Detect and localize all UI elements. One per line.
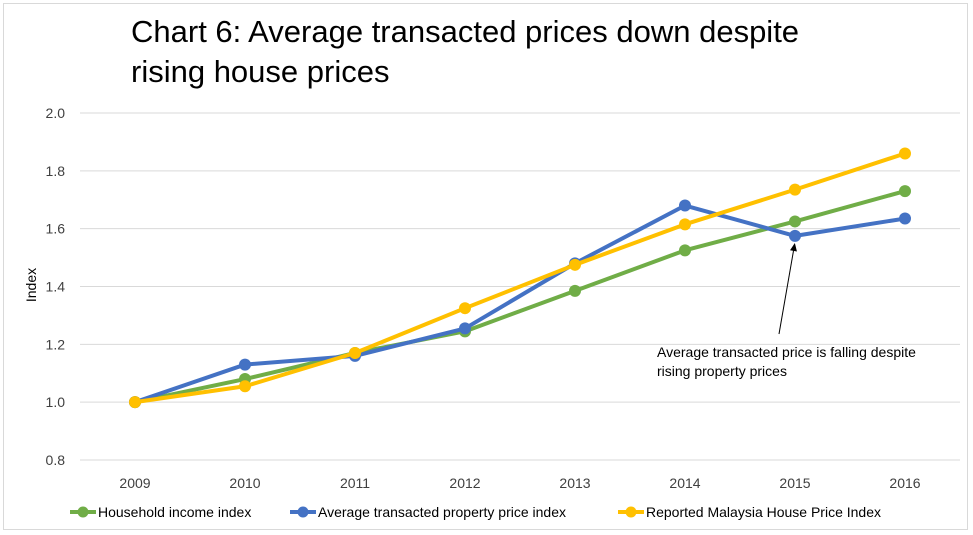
chart-frame [3, 3, 968, 530]
series-line [134, 203, 906, 405]
data-point [679, 244, 691, 257]
annotation: Average transacted price is falling desp… [657, 242, 916, 379]
x-tick-label: 2010 [229, 475, 260, 491]
data-point [899, 185, 911, 198]
gridlines [80, 112, 960, 461]
data-point [679, 199, 691, 212]
annotation-line-1: Average transacted price is falling desp… [657, 344, 916, 360]
x-tick-label: 2015 [779, 475, 810, 491]
x-tick-label: 2011 [340, 475, 370, 491]
data-point [899, 212, 911, 225]
y-tick-label: 1.8 [46, 163, 66, 179]
series-3 [129, 147, 911, 409]
data-point [239, 358, 251, 371]
legend-item: Reported Malaysia House Price Index [618, 504, 881, 520]
legend-swatch-marker [77, 506, 89, 518]
legend-swatch-marker [297, 506, 309, 518]
y-tick-label: 1.4 [46, 279, 66, 295]
y-tick-label: 2.0 [46, 105, 66, 121]
x-tick-label: 2014 [669, 475, 700, 491]
legend-label: Household income index [98, 504, 251, 520]
y-axis-ticks: 0.8 1.0 1.2 1.4 1.6 1.8 2.0 [46, 105, 66, 468]
y-tick-label: 0.8 [46, 452, 66, 468]
annotation-line-2: rising property prices [657, 363, 787, 379]
data-point [899, 147, 911, 160]
legend: Household income index Average transacted… [70, 504, 881, 520]
x-tick-label: 2009 [119, 475, 150, 491]
chart-title: Chart 6: Average transacted prices down … [131, 12, 911, 92]
data-point [349, 347, 361, 360]
y-tick-label: 1.0 [46, 394, 66, 410]
series-line [134, 151, 906, 405]
legend-label: Reported Malaysia House Price Index [646, 504, 881, 520]
annotation-arrow-line [778, 247, 795, 335]
data-point [239, 380, 251, 393]
data-point [569, 258, 581, 271]
series-line [134, 189, 906, 405]
data-point [129, 396, 141, 409]
y-axis-label: Index [23, 268, 39, 302]
data-point [789, 183, 801, 196]
series-layer [129, 147, 911, 409]
x-axis-ticks: 2009 2010 2011 2012 2013 2014 2015 2016 [119, 475, 920, 491]
x-tick-label: 2016 [889, 475, 920, 491]
y-tick-label: 1.6 [46, 221, 66, 237]
data-point [789, 229, 801, 242]
chart-title-line-2: rising house prices [131, 54, 390, 89]
data-point [569, 284, 581, 297]
y-tick-label: 1.2 [46, 336, 66, 352]
legend-item: Average transacted property price index [290, 504, 566, 520]
legend-swatch-marker [625, 506, 637, 518]
data-point [679, 218, 691, 231]
legend-item: Household income index [70, 504, 251, 520]
x-tick-label: 2012 [449, 475, 480, 491]
legend-label: Average transacted property price index [318, 504, 566, 520]
annotation-arrowhead [790, 242, 797, 252]
data-point [459, 302, 471, 315]
data-point [789, 215, 801, 228]
data-point [459, 322, 471, 335]
x-tick-label: 2013 [559, 475, 590, 491]
chart-title-line-1: Chart 6: Average transacted prices down … [131, 14, 800, 49]
